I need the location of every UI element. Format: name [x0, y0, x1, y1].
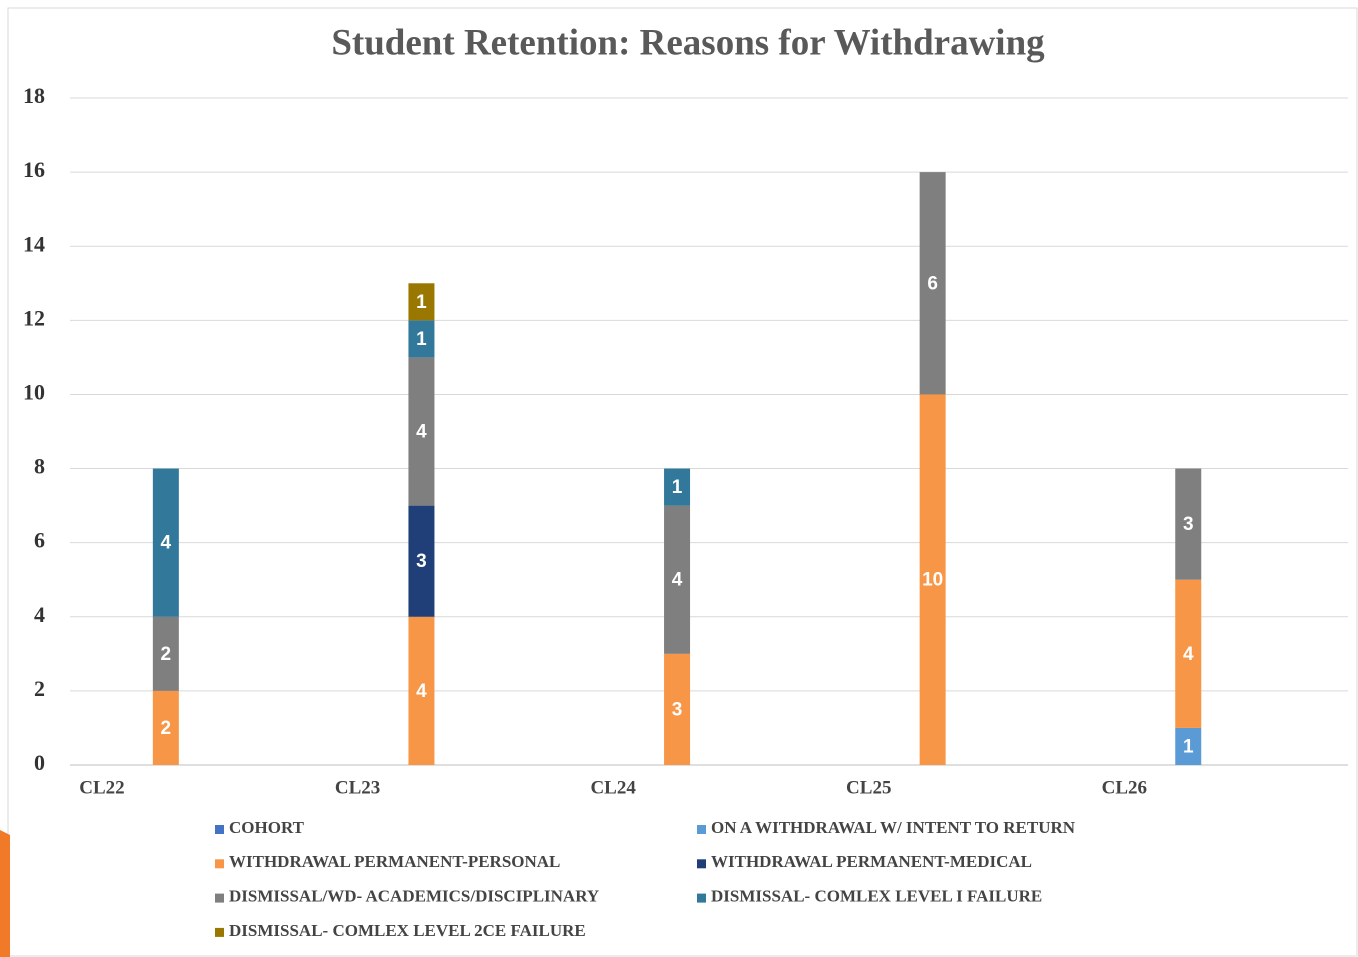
- data-label: 4: [672, 570, 683, 591]
- bar-segment: [408, 283, 435, 321]
- chart-title: Student Retention: Reasons for Withdrawi…: [331, 22, 1045, 63]
- legend-label: DISMISSAL- COMLEX LEVEL 2CE FAILURE: [229, 921, 586, 940]
- bar-segment: [408, 616, 435, 765]
- bar-segment: [664, 653, 691, 765]
- bar-segment: [152, 690, 179, 765]
- legend-label: DISMISSAL- COMLEX LEVEL I FAILURE: [711, 887, 1042, 906]
- data-label: 3: [672, 699, 683, 720]
- y-tick-label: 16: [23, 157, 45, 182]
- legend-swatch: [697, 825, 706, 834]
- data-label: 3: [1183, 514, 1194, 535]
- y-tick-label: 0: [34, 750, 45, 775]
- legend-label: COHORT: [229, 818, 305, 837]
- bar-segment: [1175, 468, 1202, 580]
- bar-segment: [664, 468, 691, 506]
- bar-segment: [152, 616, 179, 691]
- legend-swatch: [215, 825, 224, 834]
- bar-segment: [152, 468, 179, 617]
- legend-label: WITHDRAWAL PERMANENT-MEDICAL: [711, 852, 1032, 871]
- x-tick-label: CL23: [335, 777, 380, 798]
- y-tick-label: 12: [23, 305, 45, 330]
- data-label: 4: [416, 681, 427, 702]
- y-tick-label: 10: [23, 379, 45, 404]
- bar-segment: [1175, 727, 1202, 765]
- y-tick-label: 2: [34, 676, 45, 701]
- data-label: 4: [161, 533, 172, 554]
- data-label: 2: [161, 718, 172, 739]
- data-label: 4: [416, 422, 427, 443]
- bar-segment: [664, 505, 691, 654]
- y-tick-label: 18: [23, 83, 45, 108]
- data-label: 3: [416, 551, 427, 572]
- legend-label: ON A WITHDRAWAL W/ INTENT TO RETURN: [711, 818, 1076, 837]
- x-tick-label: CL22: [79, 777, 124, 798]
- y-tick-label: 8: [34, 454, 45, 479]
- bar-segment: [919, 172, 946, 395]
- data-label: 1: [672, 477, 683, 498]
- bar-segment: [1175, 579, 1202, 728]
- x-tick-label: CL24: [590, 777, 636, 798]
- bar-segment: [919, 394, 946, 765]
- legend-swatch: [215, 927, 224, 937]
- data-label: 1: [416, 292, 427, 313]
- bar-segment: [408, 357, 435, 506]
- legend-label: WITHDRAWAL PERMANENT-PERSONAL: [229, 852, 560, 871]
- data-label: 4: [1183, 644, 1194, 665]
- legend-label: DISMISSAL/WD- ACADEMICS/DISCIPLINARY: [229, 887, 599, 906]
- data-label: 1: [416, 329, 427, 350]
- bar-segment: [408, 505, 435, 617]
- data-label: 2: [161, 644, 172, 665]
- data-label: 1: [1183, 736, 1194, 757]
- bar-segment: [408, 320, 435, 358]
- legend-swatch: [697, 859, 706, 869]
- data-label: 10: [922, 570, 943, 591]
- legend-swatch: [215, 893, 224, 903]
- y-tick-label: 6: [34, 528, 45, 553]
- legend-swatch: [215, 859, 224, 869]
- decoration: [0, 830, 10, 957]
- y-tick-label: 14: [23, 231, 45, 256]
- x-tick-label: CL26: [1102, 777, 1147, 798]
- y-tick-label: 4: [34, 602, 45, 627]
- legend-swatch: [697, 893, 706, 903]
- x-tick-label: CL25: [846, 777, 891, 798]
- data-label: 6: [927, 273, 938, 294]
